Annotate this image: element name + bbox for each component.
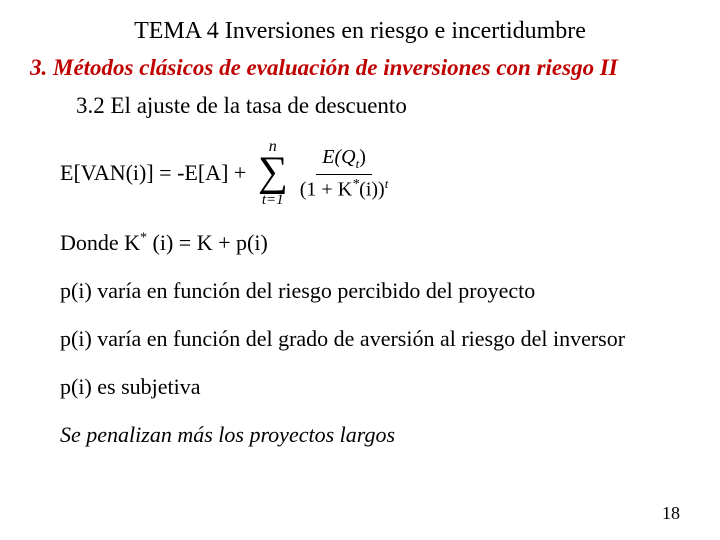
section-heading: 3. Métodos clásicos de evaluación de inv…: [30, 55, 690, 81]
fraction-denominator: (1 + K*(i))t: [294, 175, 395, 201]
frac-den-left: (1 + K: [300, 178, 352, 200]
content-block: E[VAN(i)] = -E[A] + n ∑ t=1 E(Qt) (1 + K…: [60, 139, 690, 448]
formula-lhs: E[VAN(i)] = -E[A] +: [60, 160, 252, 186]
frac-den-sup: t: [385, 176, 389, 191]
page-title: TEMA 4 Inversiones en riesgo e incertidu…: [30, 18, 690, 45]
sigma-icon: ∑: [258, 155, 288, 191]
frac-num-right: ): [359, 146, 366, 168]
frac-num-left: E(Q: [322, 146, 355, 168]
formula-row: E[VAN(i)] = -E[A] + n ∑ t=1 E(Qt) (1 + K…: [60, 139, 690, 208]
body-line-1: p(i) varía en función del riesgo percibi…: [60, 278, 690, 304]
summation-lower: t=1: [262, 193, 284, 208]
slide: TEMA 4 Inversiones en riesgo e incertidu…: [0, 0, 720, 540]
subsection-heading: 3.2 El ajuste de la tasa de descuento: [76, 93, 690, 119]
body-line-3: p(i) es subjetiva: [60, 374, 690, 400]
summation-symbol: n ∑ t=1: [258, 139, 288, 208]
body-line-4: Se penalizan más los proyectos largos: [60, 422, 690, 448]
fraction-numerator: E(Qt): [316, 146, 372, 174]
donde-suffix: (i) = K + p(i): [147, 230, 268, 255]
frac-den-mid: (i)): [359, 178, 385, 200]
donde-star: *: [140, 230, 147, 245]
fraction: E(Qt) (1 + K*(i))t: [294, 146, 395, 200]
donde-prefix: Donde K: [60, 230, 140, 255]
page-number: 18: [662, 503, 680, 524]
body-line-2: p(i) varía en función del grado de avers…: [60, 326, 690, 352]
donde-line: Donde K* (i) = K + p(i): [60, 230, 690, 256]
